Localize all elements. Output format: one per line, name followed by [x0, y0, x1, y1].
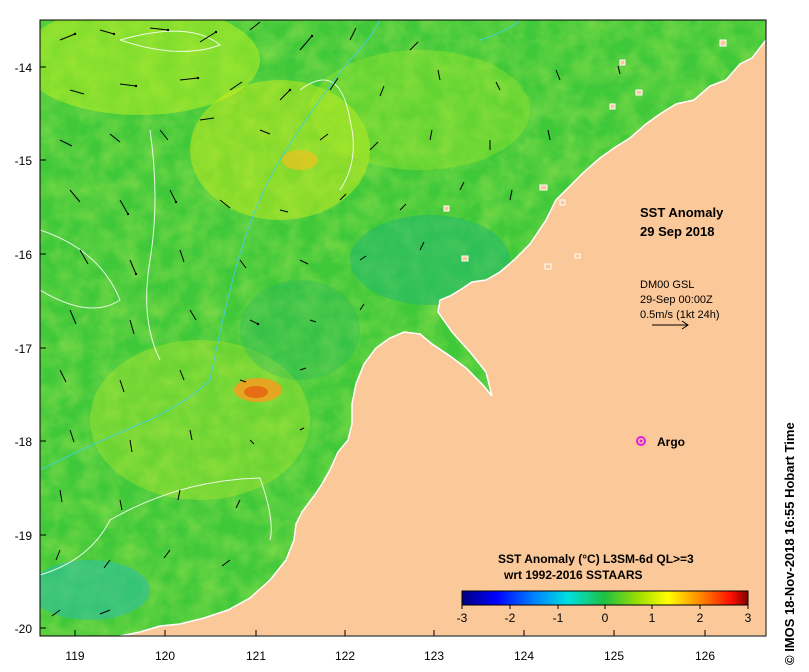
lon-label: 125 [604, 649, 624, 663]
current-scale: 0.5m/s (1kt 24h) [640, 309, 720, 321]
colorbar-tick: -2 [505, 611, 516, 625]
lat-label: -20 [15, 622, 33, 636]
lon-label: 123 [424, 649, 444, 663]
colorbar [461, 590, 749, 606]
current-time: 29-Sep 00:00Z [640, 294, 713, 306]
credit-text: © IMOS 18-Nov-2018 16:55 Hobart Time [782, 422, 797, 665]
colorbar-tick: -1 [553, 611, 564, 625]
colorbar-title-line1: SST Anomaly (°C) L3SM-6d QL>=3 [498, 552, 694, 566]
colorbar-title-line2: wrt 1992-2016 SSTAARS [504, 568, 643, 582]
lat-label: -17 [15, 342, 33, 356]
colorbar-tick: 2 [697, 611, 704, 625]
current-source: DM00 GSL [640, 279, 695, 291]
current-scale-arrow [652, 320, 689, 330]
lon-label: 121 [246, 649, 266, 663]
current-legend: DM00 GSL 29-Sep 00:00Z 0.5m/s (1kt 24h) [640, 278, 719, 323]
colorbar-title: SST Anomaly (°C) L3SM-6d QL>=3 wrt 1992-… [498, 551, 694, 583]
current-arrowheads [73, 28, 314, 326]
lon-label: 126 [695, 649, 715, 663]
current-vectors [51, 21, 621, 617]
map-title: SST Anomaly 29 Sep 2018 [640, 203, 723, 241]
colorbar-tick: -3 [457, 611, 468, 625]
colorbar-tick: 1 [649, 611, 656, 625]
lon-label: 119 [65, 649, 84, 663]
title-date: 29 Sep 2018 [640, 224, 715, 239]
argo-label: Argo [657, 435, 685, 449]
lon-label: 120 [155, 649, 175, 663]
lat-label: -16 [15, 248, 33, 262]
colorbar-tick: 0 [602, 611, 609, 625]
colorbar-tick: 3 [745, 611, 752, 625]
lat-label: -18 [15, 435, 33, 449]
title-line1: SST Anomaly [640, 205, 724, 220]
lat-label: -15 [15, 154, 33, 168]
map-frame [39, 19, 767, 637]
lon-label: 122 [335, 649, 355, 663]
lat-label: -19 [15, 529, 33, 543]
land-mass [119, 38, 766, 636]
argo-marker[interactable] [636, 436, 646, 446]
lat-label: -14 [15, 61, 33, 75]
lon-label: 124 [514, 649, 534, 663]
